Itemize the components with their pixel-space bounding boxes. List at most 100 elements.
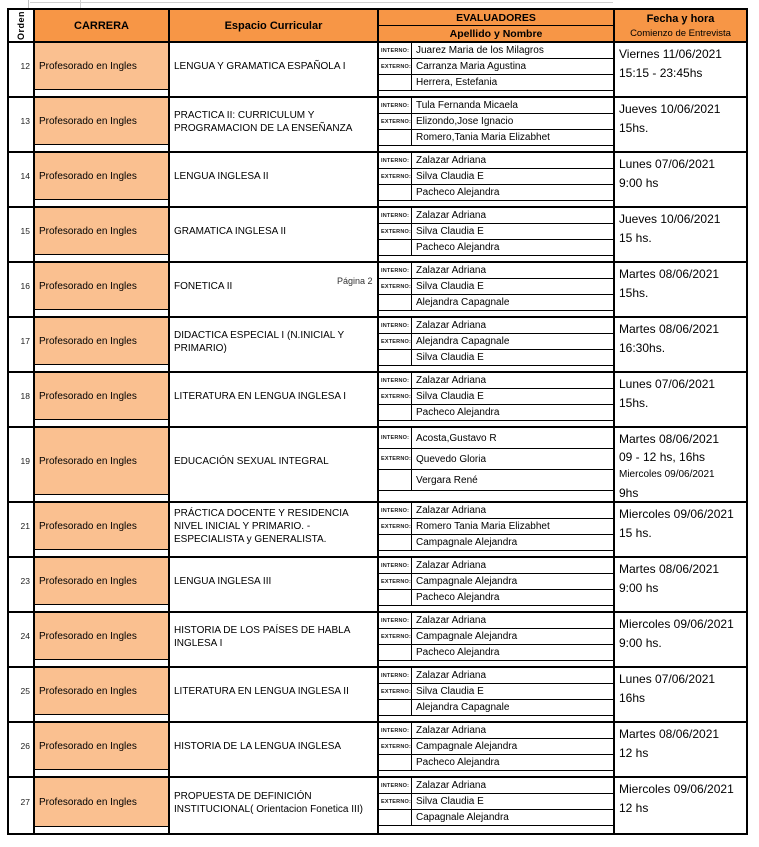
espacio-value: HISTORIA DE LA LENGUA INGLESA	[174, 741, 342, 752]
table-row: 13 Profesorado en Ingles PRACTICA II: CU…	[9, 98, 746, 153]
header-carrera: CARRERA	[35, 10, 170, 41]
table-row: 12 Profesorado en Ingles LENGUA Y GRAMAT…	[9, 43, 746, 98]
table-row: 24 Profesorado en Ingles HISTORIA DE LOS…	[9, 613, 746, 668]
evaluator-name: Romero,Tania Maria Elizabhet	[416, 132, 550, 143]
carrera-value: Profesorado en Ingles	[35, 613, 168, 660]
espacio-cell: GRAMATICA INGLESA II	[170, 208, 379, 261]
carrera-value: Profesorado en Ingles	[35, 503, 168, 550]
fecha-line: Lunes 07/06/2021	[619, 377, 716, 391]
interno-label: INTERNO:	[379, 263, 412, 278]
header-fecha-line2: Comienzo de Entrevista	[630, 27, 731, 39]
espacio-value: PROPUESTA DE DEFINICIÓN INSTITUCIONAL( O…	[174, 790, 363, 815]
orden-cell: 16	[9, 263, 35, 316]
fecha-cell: Martes 08/06/2021 9:00 hs	[615, 558, 746, 611]
fecha-line: 15 hs.	[619, 231, 652, 245]
evaluator-name: Silva Claudia E	[416, 686, 484, 697]
empty-label	[379, 810, 412, 825]
externo-label: EXTERNO:	[379, 684, 412, 699]
espacio-cell: FONETICA II	[170, 263, 379, 316]
orden-cell: 17	[9, 318, 35, 371]
evaluadores-cell: INTERNO: Acosta,Gustavo R EXTERNO: Quevedo…	[379, 428, 615, 501]
row-spacer	[379, 201, 613, 206]
espacio-value: LITERATURA EN LENGUA INGLESA I	[174, 391, 347, 402]
table-row: 19 Profesorado en Ingles EDUCACIÓN SEXUA…	[9, 428, 746, 503]
espacio-cell: LENGUA INGLESA III	[170, 558, 379, 611]
carrera-cell: Profesorado en Ingles	[35, 373, 170, 426]
fecha-line: 12 hs	[619, 801, 649, 815]
fecha-line: Jueves 10/06/2021	[619, 102, 721, 116]
espacio-cell: LITERATURA EN LENGUA INGLESA II	[170, 668, 379, 721]
carrera-cell: Profesorado en Ingles	[35, 668, 170, 721]
table-row: 21 Profesorado en Ingles PRÁCTICA DOCENT…	[9, 503, 746, 558]
evaluator-name: Zalazar Adriana	[416, 780, 487, 791]
fecha-cell: Jueves 10/06/2021 15 hs.	[615, 208, 746, 261]
fecha-line: 15:15 - 23:45hs	[619, 66, 703, 80]
evaluator-name: Vergara René	[416, 474, 478, 486]
fecha-line: 12 hs	[619, 746, 649, 760]
evaluator-name: Campagnale Alejandra	[416, 741, 518, 752]
interno-label: INTERNO:	[379, 208, 412, 223]
orden-cell: 25	[9, 668, 35, 721]
espacio-cell: LENGUA Y GRAMATICA ESPAÑOLA I	[170, 43, 379, 96]
evaluadores-cell: INTERNO: Zalazar Adriana EXTERNO: Romero T…	[379, 503, 615, 556]
evaluator-name: Pacheco Alejandra	[416, 757, 500, 768]
table-row: 14 Profesorado en Ingles LENGUA INGLESA …	[9, 153, 746, 208]
espacio-cell: LENGUA INGLESA II	[170, 153, 379, 206]
interview-schedule-table: Orden CARRERA Espacio Curricular EVALUAD…	[7, 8, 748, 835]
fecha-line: Miercoles 09/06/2021	[619, 782, 734, 796]
carrera-cell: Profesorado en Ingles	[35, 98, 170, 151]
fecha-line: Viernes 11/06/2021	[619, 47, 722, 61]
fecha-cell: Viernes 11/06/2021 15:15 - 23:45hs	[615, 43, 746, 96]
evaluadores-cell: INTERNO: Zalazar Adriana EXTERNO: Campagna…	[379, 558, 615, 611]
externo-label: EXTERNO:	[379, 59, 412, 74]
orden-cell: 27	[9, 778, 35, 833]
table-header: Orden CARRERA Espacio Curricular EVALUAD…	[9, 10, 746, 43]
row-spacer	[379, 146, 613, 151]
fecha-cell: Martes 08/06/2021 12 hs	[615, 723, 746, 776]
interno-label: INTERNO:	[379, 43, 412, 58]
evaluator-name: Pacheco Alejandra	[416, 647, 500, 658]
row-spacer	[379, 661, 613, 666]
evaluator-name: Silva Claudia E	[416, 281, 484, 292]
carrera-cell: Profesorado en Ingles	[35, 43, 170, 96]
header-orden: Orden	[9, 10, 35, 41]
espacio-cell: LITERATURA EN LENGUA INGLESA I	[170, 373, 379, 426]
orden-cell: 15	[9, 208, 35, 261]
carrera-value: Profesorado en Ingles	[35, 318, 168, 365]
carrera-cell: Profesorado en Ingles	[35, 503, 170, 556]
espacio-value: LENGUA INGLESA III	[174, 576, 272, 587]
fecha-line: 15hs.	[619, 396, 649, 410]
fecha-line: 16hs	[619, 691, 646, 705]
table-row: 15 Profesorado en Ingles GRAMATICA INGLE…	[9, 208, 746, 263]
evaluator-name: Acosta,Gustavo R	[416, 432, 497, 444]
fecha-cell: Lunes 07/06/2021 16hs	[615, 668, 746, 721]
fecha-line: Lunes 07/06/2021	[619, 672, 716, 686]
carrera-cell: Profesorado en Ingles	[35, 153, 170, 206]
espacio-value: HISTORIA DE LOS PAÍSES DE HABLA INGLESA …	[174, 624, 350, 649]
espacio-value: EDUCACIÓN SEXUAL INTEGRAL	[174, 456, 329, 467]
evaluator-name: Herrera, Estefania	[416, 77, 498, 88]
espacio-value: PRÁCTICA DOCENTE Y RESIDENCIA NIVEL INIC…	[174, 508, 349, 545]
header-evaluadores: EVALUADORES	[379, 10, 613, 26]
espacio-value: GRAMATICA INGLESA II	[174, 226, 287, 237]
espacio-cell: PRÁCTICA DOCENTE Y RESIDENCIA NIVEL INIC…	[170, 503, 379, 556]
fecha-cell: Lunes 07/06/2021 9:00 hs	[615, 153, 746, 206]
interno-label: INTERNO:	[379, 668, 412, 683]
fecha-line: Jueves 10/06/2021	[619, 212, 721, 226]
carrera-cell: Profesorado en Ingles	[35, 428, 170, 501]
row-spacer	[379, 256, 613, 261]
externo-label: EXTERNO:	[379, 629, 412, 644]
externo-label: EXTERNO:	[379, 794, 412, 809]
table-row: 25 Profesorado en Ingles LITERATURA EN L…	[9, 668, 746, 723]
evaluadores-cell: INTERNO: Zalazar Adriana EXTERNO: Silva Cl…	[379, 208, 615, 261]
fecha-cell: Miercoles 09/06/2021 12 hs	[615, 778, 746, 833]
evaluadores-cell: INTERNO: Zalazar Adriana EXTERNO: Alejandr…	[379, 318, 615, 371]
evaluator-name: Zalazar Adriana	[416, 560, 487, 571]
row-spacer	[379, 826, 613, 833]
evaluator-name: Pacheco Alejandra	[416, 242, 500, 253]
interno-label: INTERNO:	[379, 778, 412, 793]
evaluator-name: Zalazar Adriana	[416, 375, 487, 386]
carrera-value: Profesorado en Ingles	[35, 43, 168, 90]
empty-label	[379, 700, 412, 715]
empty-label	[379, 350, 412, 365]
